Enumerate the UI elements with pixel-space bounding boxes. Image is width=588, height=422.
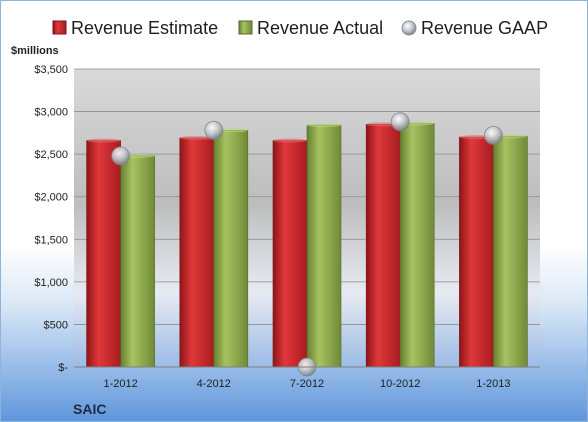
company-label: SAIC bbox=[73, 401, 106, 417]
bars bbox=[86, 121, 528, 368]
y-axis-ticks: $- $500 $1,000 $1,500 $2,000 $2,500 $3,000 $3,5… bbox=[34, 64, 68, 374]
bar-revenue-estimate bbox=[179, 137, 215, 368]
y-tick-label: $3,000 bbox=[34, 107, 68, 119]
bar-revenue-estimate bbox=[365, 124, 401, 368]
bar-revenue-estimate bbox=[459, 136, 494, 368]
y-tick-label: $1,500 bbox=[34, 234, 68, 246]
legend-label-actual: Revenue Actual bbox=[257, 18, 383, 38]
bar-revenue-estimate-cap bbox=[273, 138, 307, 143]
marker-revenue-gaap bbox=[111, 146, 130, 166]
y-tick-label: $1,000 bbox=[34, 277, 68, 289]
x-tick-label: 1-2013 bbox=[476, 378, 510, 390]
legend-label-estimate: Revenue Estimate bbox=[71, 18, 218, 38]
marker-revenue-gaap bbox=[204, 120, 224, 140]
y-tick-label: $3,500 bbox=[34, 64, 68, 76]
legend-item-actual: Revenue Actual bbox=[238, 18, 383, 38]
legend-swatch-gaap bbox=[401, 20, 417, 36]
x-tick-label: 10-2012 bbox=[380, 378, 420, 390]
legend: Revenue Estimate Revenue Actual Revenue … bbox=[52, 18, 548, 38]
x-tick-label: 7-2012 bbox=[290, 378, 324, 390]
bar-revenue-estimate-cap bbox=[179, 135, 214, 140]
bar-revenue-actual-cap bbox=[307, 123, 341, 128]
bar-revenue-actual bbox=[213, 130, 249, 368]
bar-revenue-actual bbox=[120, 155, 155, 368]
x-axis-ticks: 1-2012 4-2012 7-2012 10-2012 1-2013 bbox=[103, 378, 510, 390]
legend-swatch-estimate bbox=[52, 20, 67, 35]
legend-label-gaap: Revenue GAAP bbox=[421, 18, 548, 38]
y-tick-label: $- bbox=[58, 362, 68, 374]
legend-item-estimate: Revenue Estimate bbox=[52, 18, 218, 38]
legend-item-gaap: Revenue GAAP bbox=[401, 18, 548, 38]
bar-revenue-actual bbox=[306, 124, 342, 368]
x-tick-label: 1-2012 bbox=[103, 378, 137, 390]
y-axis-unit-label: $millions bbox=[11, 45, 59, 57]
bar-revenue-actual bbox=[399, 123, 435, 368]
bar-revenue-estimate bbox=[272, 140, 308, 368]
gaap-markers bbox=[111, 112, 503, 377]
bar-revenue-actual bbox=[493, 135, 528, 368]
bar-revenue-estimate-cap bbox=[86, 138, 121, 143]
y-tick-label: $2,000 bbox=[34, 192, 68, 204]
marker-revenue-gaap bbox=[390, 112, 410, 132]
bar-revenue-estimate bbox=[86, 140, 121, 368]
y-tick-label: $2,500 bbox=[34, 149, 68, 161]
y-tick-label: $500 bbox=[44, 319, 68, 331]
marker-revenue-gaap bbox=[483, 126, 503, 145]
x-tick-label: 4-2012 bbox=[197, 378, 231, 390]
legend-swatch-actual bbox=[238, 20, 253, 35]
